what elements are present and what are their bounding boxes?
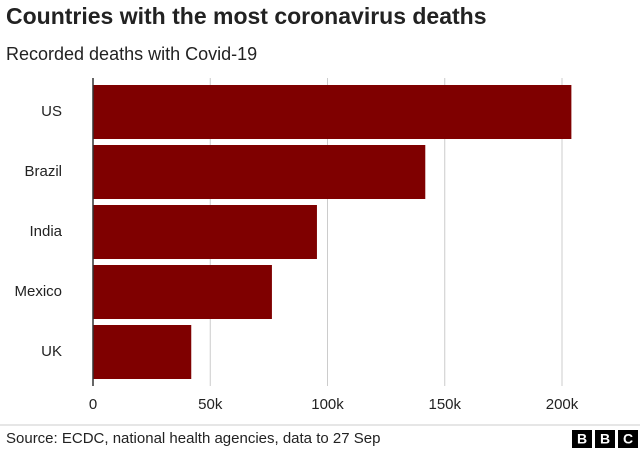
chart-title: Countries with the most coronavirus deat…: [6, 3, 487, 29]
logo-box: [595, 430, 615, 448]
logo-box: [618, 430, 638, 448]
bar: [93, 265, 272, 319]
x-tick-label: 200k: [546, 396, 579, 413]
y-tick-label: UK: [41, 343, 62, 360]
bar: [93, 325, 192, 379]
bar: [93, 145, 426, 199]
y-tick-label: Mexico: [14, 283, 62, 300]
x-tick-label: 100k: [311, 396, 344, 413]
source: Source: ECDC, national health agencies, …: [6, 430, 380, 447]
y-tick-label: Brazil: [24, 163, 62, 180]
chart-subtitle: Recorded deaths with Covid-19: [6, 44, 257, 64]
x-tick-label: 0: [89, 396, 97, 413]
y-tick-label: US: [41, 103, 62, 120]
bar: [93, 85, 572, 139]
logo-box: [572, 430, 592, 448]
x-tick-label: 150k: [428, 396, 461, 413]
logo-letter: B: [577, 431, 587, 447]
x-tick-label: 50k: [198, 396, 223, 413]
y-tick-label: India: [29, 223, 62, 240]
logo-letter: C: [623, 431, 633, 447]
logo-letter: B: [600, 431, 610, 447]
bar: [93, 205, 317, 259]
